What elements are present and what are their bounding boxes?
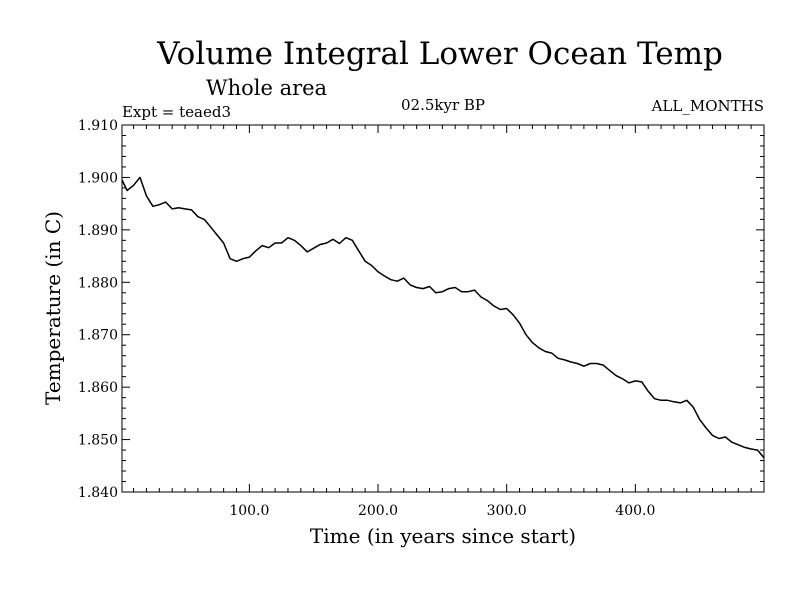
x-tick-label: 100.0 [229, 503, 269, 519]
period-label: 02.5kyr BP [401, 96, 485, 114]
y-tick-label: 1.840 [78, 485, 118, 501]
tick-labels: 100.0 200.0 300.0 400.0 1.840 1.850 1.860 1.870… [78, 118, 655, 519]
y-tick-label: 1.900 [78, 170, 118, 186]
plot-frame [121, 124, 765, 493]
y-tick-label: 1.890 [78, 223, 118, 239]
y-tick-label: 1.850 [78, 433, 118, 449]
tick-marks [122, 125, 764, 492]
chart-title: Volume Integral Lower Ocean Temp [156, 36, 723, 72]
x-tick-label: 400.0 [615, 503, 655, 519]
months-label: ALL_MONTHS [651, 97, 764, 115]
y-tick-label: 1.880 [78, 275, 118, 291]
y-tick-label: 1.910 [78, 118, 118, 134]
x-tick-label: 300.0 [487, 503, 527, 519]
chart-subtitle: Whole area [206, 76, 327, 100]
y-tick-label: 1.860 [78, 380, 118, 396]
temperature-series-line [121, 176, 765, 459]
y-tick-label: 1.870 [78, 328, 118, 344]
x-axis-label: Time (in years since start) [310, 524, 576, 548]
experiment-label: Expt = teaed3 [122, 103, 231, 121]
y-axis-label: Temperature (in C) [41, 211, 65, 405]
x-tick-label: 200.0 [358, 503, 398, 519]
